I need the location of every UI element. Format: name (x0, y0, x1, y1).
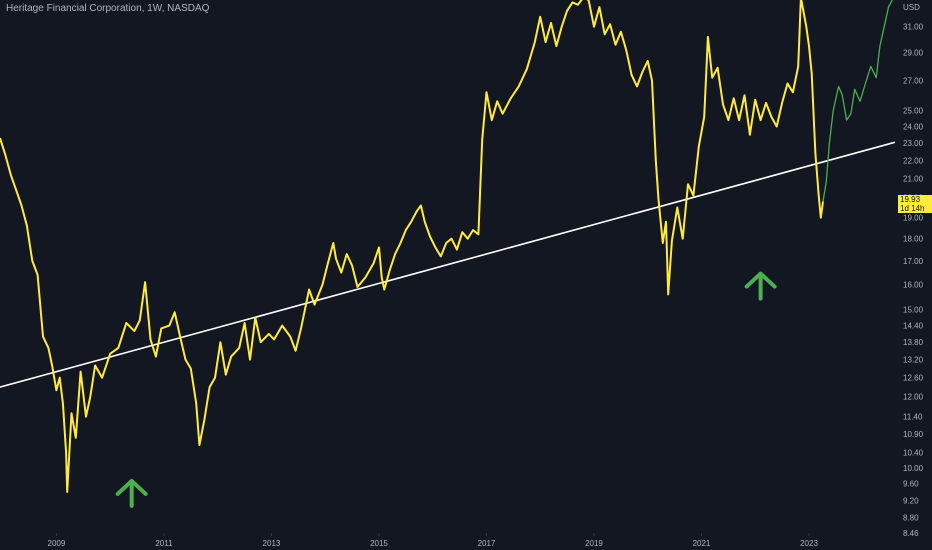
last-price-tag: 19.93 1d 14h (898, 195, 932, 213)
x-tick-label: 2023 (800, 539, 818, 548)
x-tick-label: 2013 (263, 539, 281, 548)
last-price-value: 19.93 (900, 195, 921, 204)
y-axis: 31.00 29.00 27.00 25.00 24.00 23.00 22.00 21.00… (903, 23, 924, 538)
arrow-up-icon (115, 478, 148, 508)
price-series-line (0, 0, 824, 493)
y-tick-label: 29.00 (903, 49, 924, 58)
chart-title: Heritage Financial Corporation, 1W, NASD… (6, 3, 210, 14)
x-tick-label: 2021 (693, 539, 711, 548)
y-tick-label: 17.00 (903, 257, 924, 266)
bar-countdown: 1d 14h (900, 204, 925, 213)
y-tick-label: 25.00 (903, 107, 924, 116)
y-tick-label: 16.00 (903, 281, 924, 290)
y-tick-label: 24.00 (903, 123, 924, 132)
y-tick-label: 19.00 (903, 214, 924, 223)
x-tick-label: 2019 (585, 539, 603, 548)
currency-label: USD (903, 3, 920, 12)
x-tick-label: 2011 (155, 539, 173, 548)
annotations (115, 271, 777, 508)
y-tick-label: 15.00 (903, 306, 924, 315)
y-tick-label: 22.00 (903, 156, 924, 165)
x-tick-label: 2015 (370, 539, 388, 548)
y-tick-label: 13.20 (903, 356, 924, 365)
price-lines (0, 0, 896, 493)
y-tick-label: 12.00 (903, 393, 924, 402)
y-tick-label: 13.80 (903, 338, 924, 347)
x-tick-label: 2017 (478, 539, 496, 548)
y-tick-label: 9.20 (903, 496, 919, 505)
x-axis: 2009 2011 2013 2015 2017 2019 2021 2023 (48, 533, 818, 548)
y-tick-label: 10.40 (903, 449, 924, 458)
y-tick-label: 10.90 (903, 430, 924, 439)
arrow-up-icon (744, 271, 777, 301)
y-tick-label: 12.60 (903, 374, 924, 383)
y-tick-label: 23.00 (903, 139, 924, 148)
y-tick-label: 8.46 (903, 529, 919, 538)
y-tick-label: 18.00 (903, 235, 924, 244)
y-tick-label: 31.00 (903, 23, 924, 32)
trendline[interactable] (0, 141, 896, 388)
y-tick-label: 21.00 (903, 175, 924, 184)
y-tick-label: 27.00 (903, 77, 924, 86)
y-tick-label: 9.60 (903, 480, 919, 489)
y-tick-label: 11.40 (903, 413, 923, 422)
y-tick-label: 10.00 (903, 464, 924, 473)
y-tick-label: 14.40 (903, 322, 924, 331)
price-series-recent-line (822, 0, 893, 202)
y-tick-label: 8.80 (903, 514, 919, 523)
x-tick-label: 2009 (48, 539, 66, 548)
